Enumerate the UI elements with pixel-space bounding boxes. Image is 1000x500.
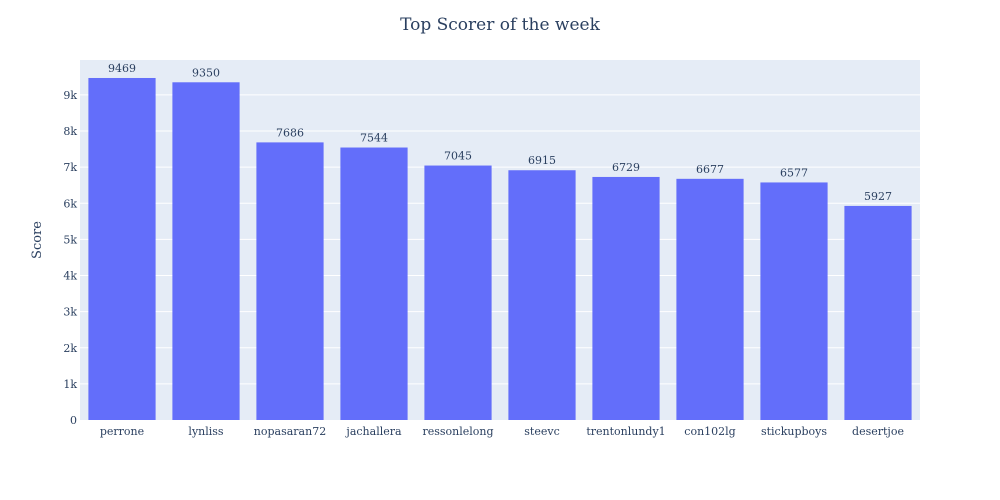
x-tick-label: jachallera: [344, 425, 402, 438]
bar-value-label: 5927: [864, 190, 892, 203]
bar-labels: 9469 9350 7686 7544 7045 6915 6729 6677 6577 5927: [108, 62, 892, 203]
y-tick-label: 9k: [63, 89, 77, 102]
bar-value-label: 9469: [108, 62, 136, 75]
x-tick-label: con102lg: [684, 425, 735, 438]
bar: [340, 147, 408, 421]
x-tick-label: lynliss: [188, 425, 223, 438]
y-tick-label: 2k: [63, 342, 77, 355]
bar: [508, 170, 576, 420]
bar-value-label: 9350: [192, 66, 220, 79]
x-tick-label: stickupboys: [761, 425, 827, 438]
y-tick-label: 7k: [63, 161, 77, 174]
x-tick-label: desertjoe: [852, 425, 904, 438]
x-axis-ticks: perrone lynliss nopasaran72 jachallera resso…: [100, 425, 904, 438]
bar: [844, 205, 912, 420]
bar-value-label: 6677: [696, 163, 724, 176]
x-tick-label: perrone: [100, 425, 144, 438]
x-tick-label: ressonlelong: [422, 425, 493, 438]
bar-value-label: 6577: [780, 166, 808, 179]
bar: [676, 178, 744, 420]
bar: [760, 182, 828, 420]
bar-value-label: 7544: [360, 132, 388, 145]
y-axis-ticks: 0 1k 2k 3k 4k 5k 6k 7k 8k 9k: [63, 89, 77, 427]
y-tick-label: 1k: [63, 378, 77, 391]
bar: [88, 77, 156, 420]
bar-value-label: 6915: [528, 154, 556, 167]
bar: [424, 165, 492, 420]
y-tick-label: 5k: [63, 233, 77, 246]
y-tick-label: 8k: [63, 125, 77, 138]
bars: [88, 77, 912, 421]
x-tick-label: trentonlundy1: [586, 425, 665, 438]
bar-value-label: 7045: [444, 150, 472, 163]
x-tick-label: steevc: [524, 425, 559, 438]
y-tick-label: 6k: [63, 197, 77, 210]
x-tick-label: nopasaran72: [254, 425, 326, 438]
y-axis-title: Score: [30, 221, 45, 259]
bar: [256, 142, 324, 420]
bar-value-label: 6729: [612, 161, 640, 174]
bar: [172, 82, 240, 420]
y-tick-label: 4k: [63, 270, 77, 283]
bar: [592, 176, 660, 420]
chart-title: Top Scorer of the week: [400, 15, 601, 35]
y-tick-label: 3k: [63, 306, 77, 319]
y-tick-label: 0: [70, 414, 77, 427]
bar-value-label: 7686: [276, 126, 304, 139]
